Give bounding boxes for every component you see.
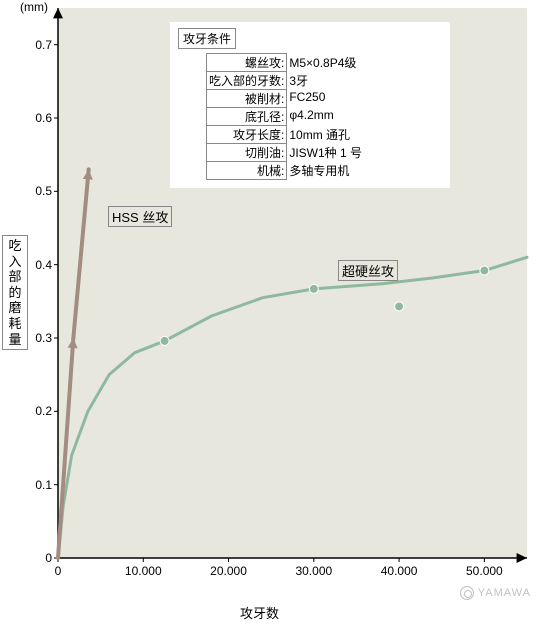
condition-value: 10mm 通孔 [287, 126, 365, 144]
x-tick-label: 40.000 [381, 564, 418, 578]
watermark-text: YAMAWA [478, 587, 531, 599]
condition-label: 切削油: [207, 144, 287, 162]
condition-label: 被削材: [207, 90, 287, 108]
chart-container: (mm) 吃入部的磨耗量 攻牙条件 螺丝攻:M5×0.8P4级吃入部的牙数:3牙… [0, 0, 543, 628]
y-tick-label: 0 [22, 551, 52, 565]
condition-row: 攻牙长度:10mm 通孔 [207, 126, 365, 144]
condition-row: 底孔径:φ4.2mm [207, 108, 365, 126]
x-tick-label: 20.000 [210, 564, 247, 578]
conditions-table: 螺丝攻:M5×0.8P4级吃入部的牙数:3牙被削材:FC250底孔径:φ4.2m… [206, 53, 365, 180]
condition-row: 吃入部的牙数:3牙 [207, 72, 365, 90]
x-tick-label: 10.000 [125, 564, 162, 578]
y-tick-label: 0.7 [22, 38, 52, 52]
condition-row: 被削材:FC250 [207, 90, 365, 108]
condition-label: 机械: [207, 162, 287, 180]
condition-row: 机械:多轴专用机 [207, 162, 365, 180]
series-label-carbide: 超硬丝攻 [338, 260, 398, 281]
condition-label: 吃入部的牙数: [207, 72, 287, 90]
y-tick-label: 0.2 [22, 404, 52, 418]
watermark: YAMAWA [460, 586, 531, 600]
series-label-hss: HSS 丝攻 [108, 206, 172, 227]
condition-label: 底孔径: [207, 108, 287, 126]
y-tick-label: 0.3 [22, 331, 52, 345]
condition-value: 多轴专用机 [287, 162, 365, 180]
x-tick-label: 50.000 [466, 564, 503, 578]
x-axis-label: 攻牙数 [240, 603, 279, 622]
conditions-box: 攻牙条件 螺丝攻:M5×0.8P4级吃入部的牙数:3牙被削材:FC250底孔径:… [170, 22, 450, 188]
condition-value: JISW1种 1 号 [287, 144, 365, 162]
condition-value: 3牙 [287, 72, 365, 90]
y-unit-label: (mm) [20, 0, 48, 14]
y-tick-label: 0.4 [22, 258, 52, 272]
x-tick-label: 0 [55, 564, 62, 578]
x-tick-label: 30.000 [295, 564, 332, 578]
y-tick-label: 0.5 [22, 184, 52, 198]
condition-value: φ4.2mm [287, 108, 365, 126]
y-tick-label: 0.6 [22, 111, 52, 125]
condition-row: 螺丝攻:M5×0.8P4级 [207, 54, 365, 72]
watermark-icon [460, 586, 474, 600]
conditions-title: 攻牙条件 [178, 28, 236, 49]
condition-row: 切削油:JISW1种 1 号 [207, 144, 365, 162]
condition-label: 攻牙长度: [207, 126, 287, 144]
condition-label: 螺丝攻: [207, 54, 287, 72]
condition-value: FC250 [287, 90, 365, 108]
y-tick-label: 0.1 [22, 478, 52, 492]
condition-value: M5×0.8P4级 [287, 54, 365, 72]
